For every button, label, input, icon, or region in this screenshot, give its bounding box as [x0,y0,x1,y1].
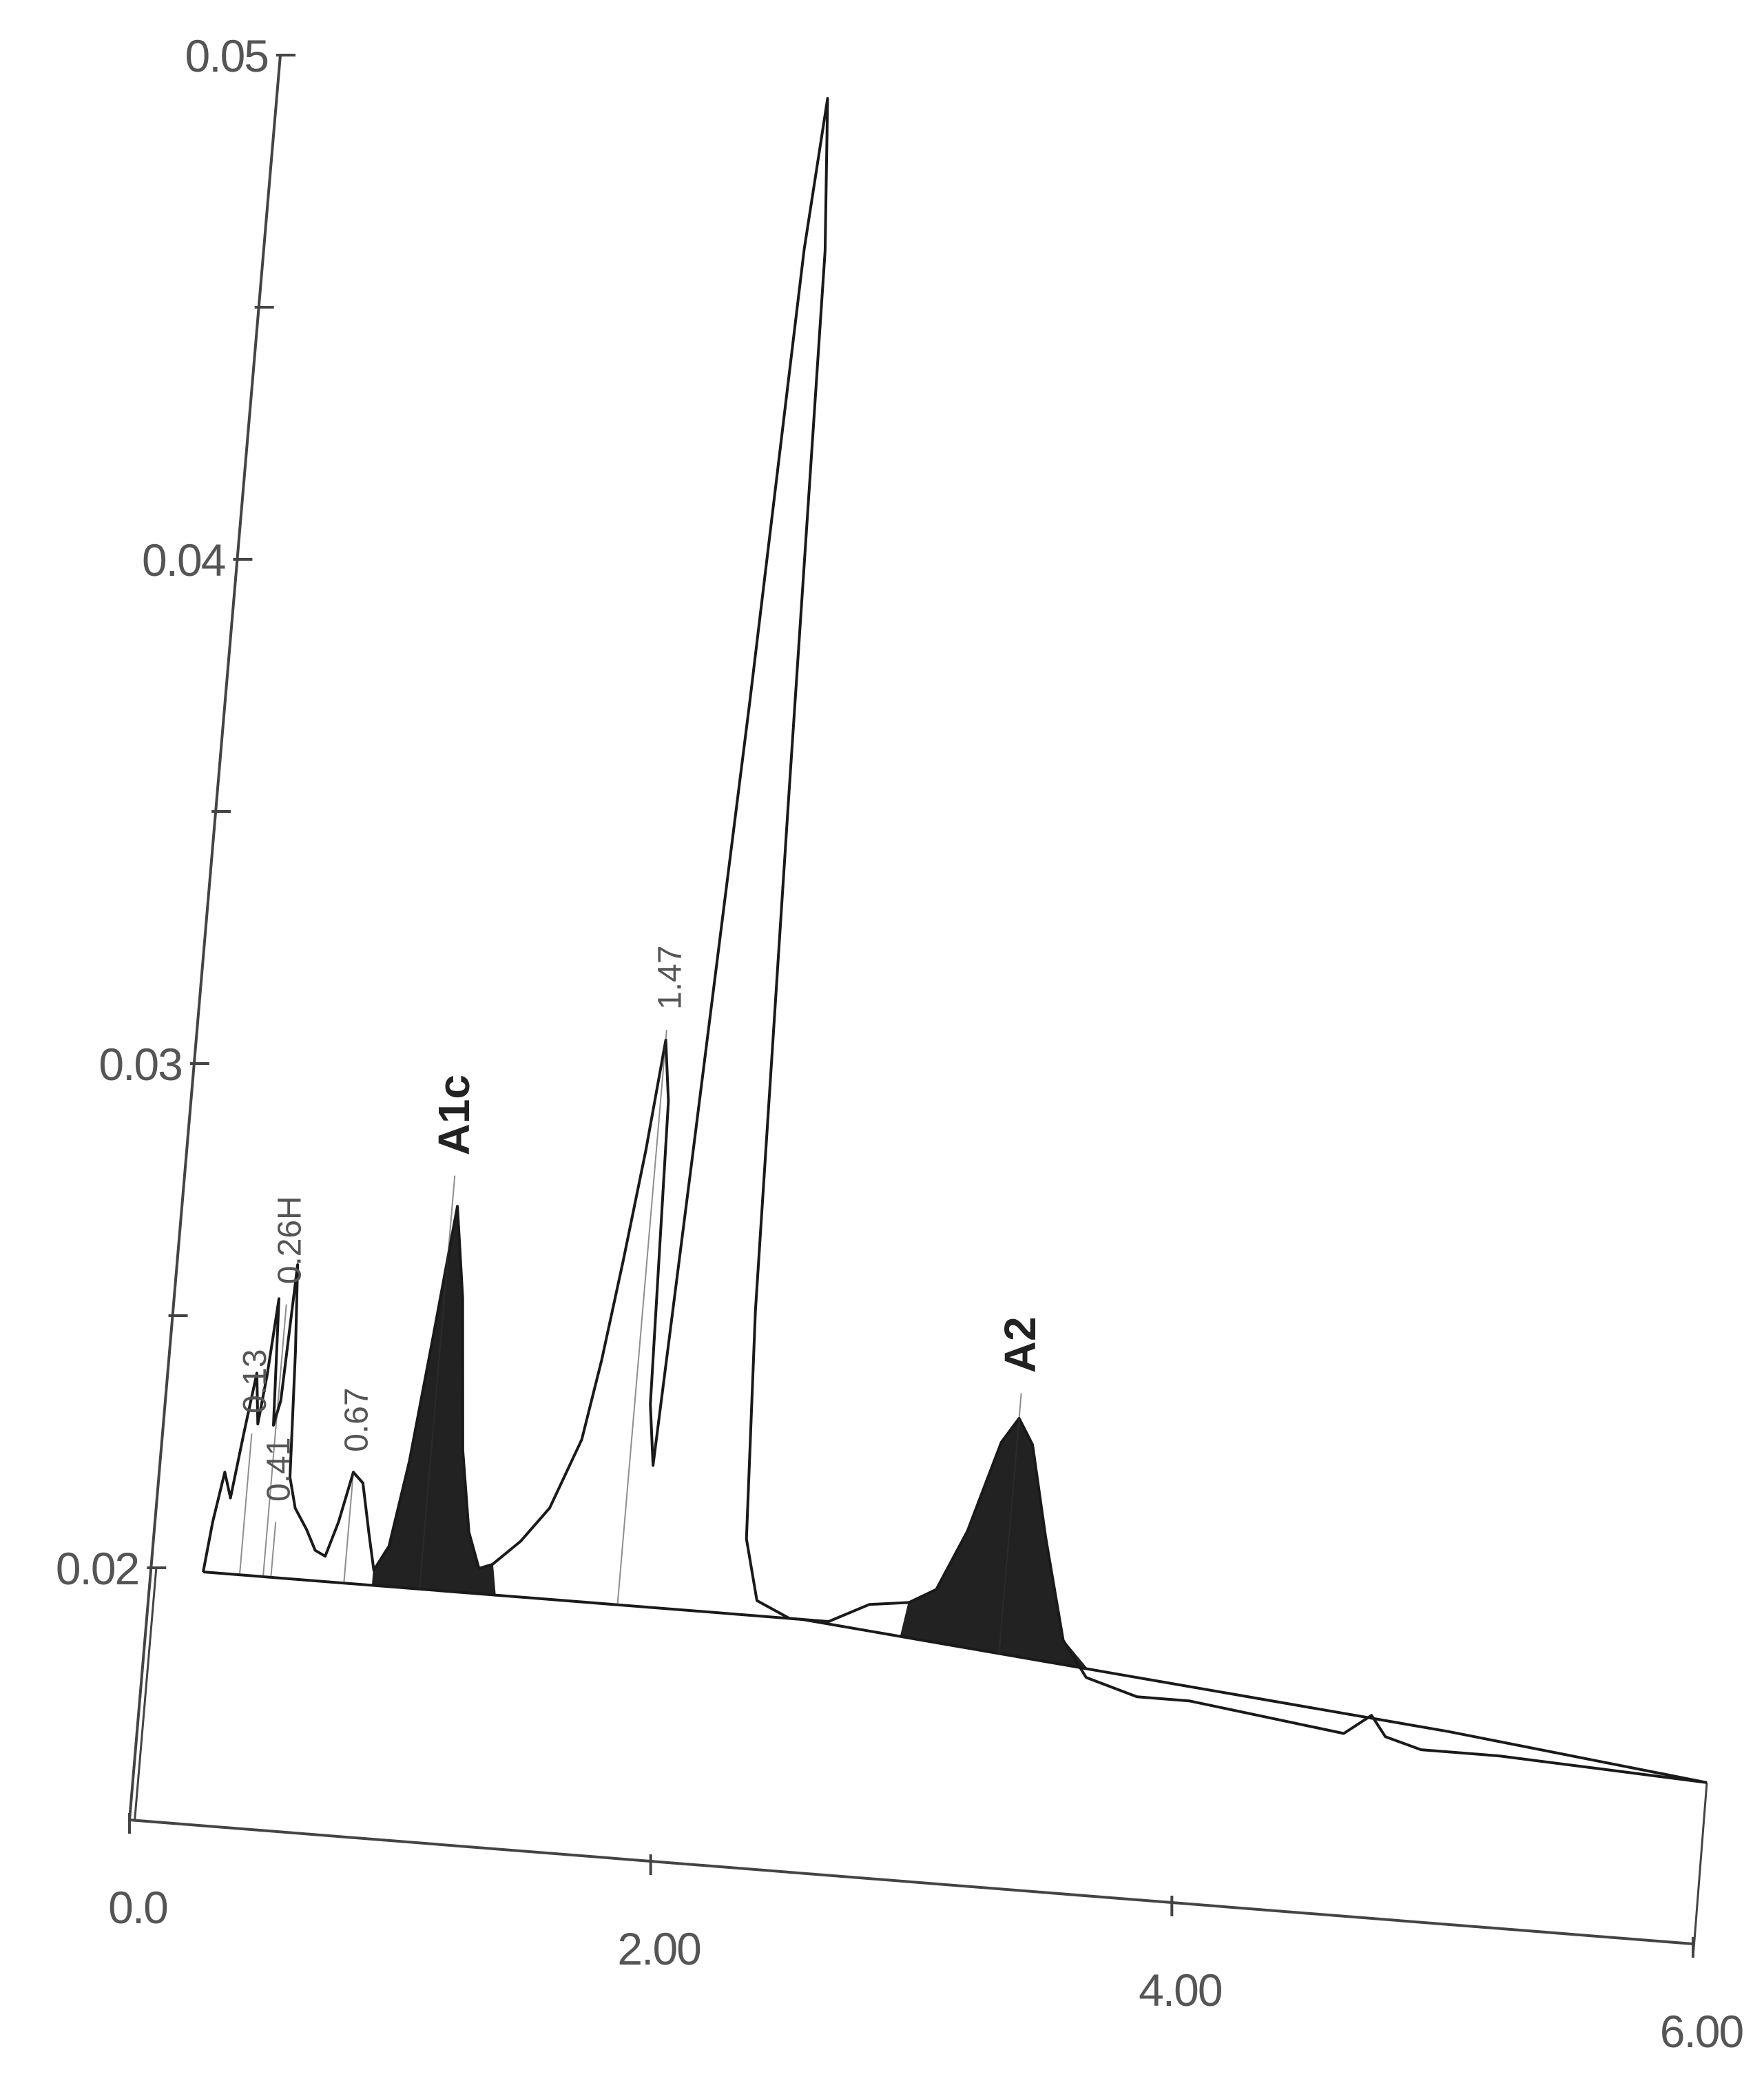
peak-label: 0.13 [237,1349,273,1413]
peak-marker [343,1472,355,1584]
peak-label: 0.41 [261,1438,298,1502]
peak-label: 0.67 [339,1387,375,1451]
baseline [203,1571,1708,1784]
peak-marker [238,1433,253,1575]
labels-layer: 0.02 0.03 0.04 0.05 0.0 2.00 4.00 6.00 0.13 0.41 0… [56,30,1745,2057]
peak-marker [998,1393,1022,1654]
y-tick-label: 0.03 [98,1039,181,1090]
chart-frame [128,54,1708,1958]
y-axis [128,54,282,1821]
y-tick-label: 0.05 [185,30,268,81]
x-tick-label: 4.00 [1139,1965,1222,2016]
x-axis [129,1819,1694,1945]
y-tick-label: 0.02 [56,1543,138,1594]
peak-marker [270,1522,277,1577]
peak-label: A1c [429,1075,479,1155]
trace-layer [202,97,1708,1784]
lower-box-edge [134,1568,158,1821]
right-frame-edge [1692,1782,1708,1958]
x-tick-label: 2.00 [617,1923,701,1974]
shaded-peaks [371,1206,1092,1670]
peak-marker [616,1030,667,1605]
x-tick-label: 0.0 [108,1882,167,1933]
chromatogram-trace [202,97,1708,1784]
peak-marker [418,1175,456,1589]
peak-marker [262,1304,287,1577]
peak-label: A2 [995,1316,1045,1373]
peak-label: 1.47 [652,945,688,1009]
x-tick-label: 6.00 [1660,2006,1743,2057]
peak-label: 0.26H [271,1196,308,1284]
y-tick-label: 0.04 [142,535,225,586]
